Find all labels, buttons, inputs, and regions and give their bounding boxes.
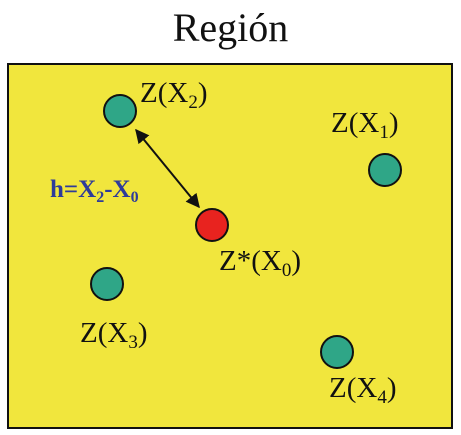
sample-point-x4: [320, 335, 354, 369]
point-label-x3: Z(X3): [80, 317, 148, 353]
distance-label: h=X2-X0: [50, 176, 139, 206]
point-label-x4: Z(X4): [329, 372, 397, 408]
point-label-x2: Z(X2): [140, 77, 208, 113]
point-label-x0: Z*(X0): [219, 245, 301, 281]
estimate-point-x0: [195, 208, 229, 242]
point-label-x1: Z(X1): [331, 107, 399, 143]
sample-point-x2: [103, 94, 137, 128]
sample-point-x1: [368, 153, 402, 187]
diagram-title: Región: [172, 5, 289, 50]
distance-arrow: [135, 128, 200, 209]
region-area: [7, 63, 453, 429]
sample-point-x3: [90, 267, 124, 301]
